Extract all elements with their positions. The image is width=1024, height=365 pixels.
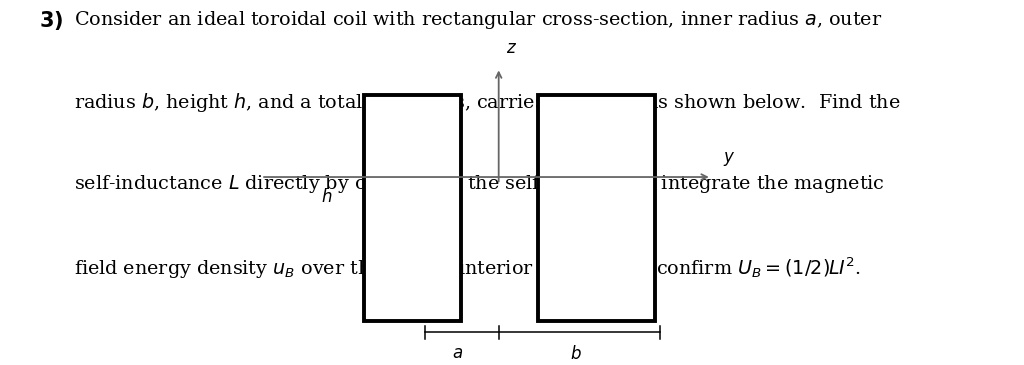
Bar	[364, 95, 461, 321]
Text: $y$: $y$	[723, 150, 735, 168]
Text: $h$: $h$	[322, 188, 333, 206]
Text: $a$: $a$	[453, 345, 463, 362]
Bar	[538, 95, 655, 321]
Text: radius $b$, height $h$, and a total of $N$ turns, carries current $I$, as shown : radius $b$, height $h$, and a total of $…	[74, 91, 900, 114]
Text: $b$: $b$	[569, 345, 582, 363]
Text: self-inductance $L$ directly by calculating the self-flux.  Then, integrate the : self-inductance $L$ directly by calculat…	[74, 173, 885, 195]
Text: Consider an ideal toroidal coil with rectangular cross-section, inner radius $a$: Consider an ideal toroidal coil with rec…	[74, 9, 882, 31]
Text: $\mathbf{3)}$: $\mathbf{3)}$	[39, 9, 63, 32]
Text: $z$: $z$	[506, 39, 517, 57]
Text: field energy density $u_B$ over the torus's interior volume and confirm $U_B = (: field energy density $u_B$ over the toru…	[74, 255, 861, 281]
